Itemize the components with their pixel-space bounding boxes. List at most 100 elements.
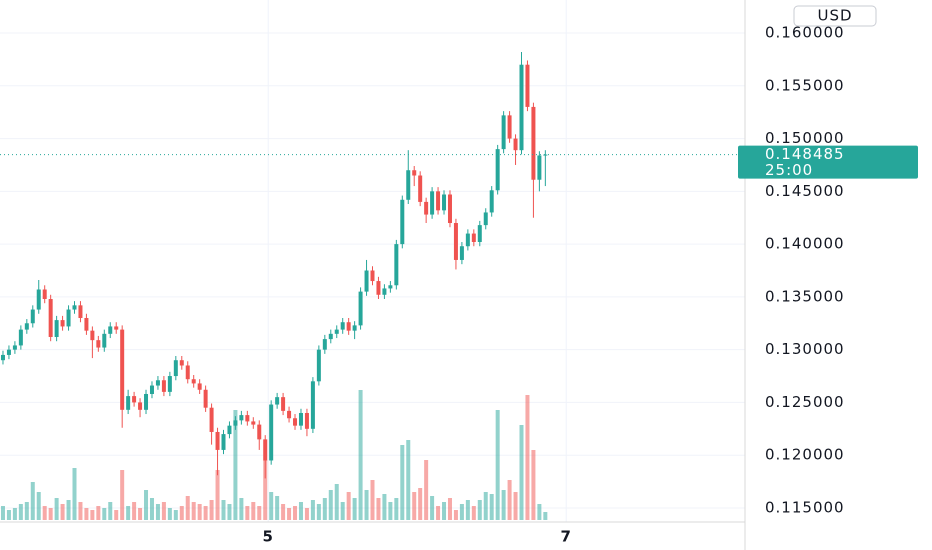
volume-bar	[406, 440, 411, 520]
volume-bar	[471, 506, 476, 520]
candle-body	[352, 325, 357, 331]
volume-bar	[287, 508, 292, 520]
y-tick-label: 0.130000	[765, 340, 845, 358]
candle-body	[293, 418, 298, 426]
volume-bar	[376, 498, 381, 520]
volume-bar	[0, 506, 5, 520]
candle-body	[24, 323, 29, 330]
candle-body	[179, 360, 184, 366]
candle-body	[263, 439, 268, 461]
candle-body	[519, 64, 524, 151]
volume-bar	[370, 480, 375, 520]
candle-body	[239, 415, 244, 421]
candle-body	[364, 270, 369, 292]
candle-body	[275, 397, 280, 405]
candle-body	[412, 170, 417, 176]
candle-body	[382, 288, 387, 295]
candle-body	[48, 298, 53, 337]
volume-bar	[436, 506, 441, 520]
candle-body	[346, 322, 351, 331]
candle-body	[197, 383, 202, 390]
volume-bar	[275, 496, 280, 520]
volume-bar	[120, 470, 125, 520]
candle-body	[537, 155, 542, 180]
candle-body	[78, 305, 83, 318]
volume-bar	[489, 494, 494, 520]
candle-body	[334, 329, 339, 334]
candle-body	[394, 244, 399, 286]
volume-bar	[400, 445, 405, 520]
volume-bar	[537, 504, 542, 520]
y-tick-label: 0.145000	[765, 182, 845, 200]
countdown-label: 25:00	[765, 161, 813, 179]
volume-bar	[6, 510, 11, 520]
candle-body	[72, 305, 77, 310]
volume-bar	[257, 506, 262, 520]
volume-bar	[215, 470, 220, 520]
volume-bar	[72, 468, 77, 520]
volume-bar	[507, 480, 512, 520]
volume-bar	[191, 502, 196, 520]
y-tick-label: 0.160000	[765, 24, 845, 42]
candle-body	[525, 64, 530, 107]
candle-body	[376, 281, 381, 295]
currency-label: USD	[817, 7, 852, 25]
candle-body	[388, 285, 393, 289]
candle-body	[531, 106, 536, 180]
volume-bar	[531, 450, 536, 520]
candle-body	[281, 397, 286, 411]
currency-button[interactable]	[793, 5, 877, 27]
volume-bar	[12, 508, 17, 520]
volume-bar	[203, 506, 208, 520]
candle-body	[477, 225, 482, 243]
volume-bar	[304, 508, 309, 520]
y-tick-label: 0.135000	[765, 287, 845, 305]
volume-bar	[114, 510, 119, 520]
volume-bar	[418, 488, 423, 520]
candle-body	[287, 410, 292, 419]
volume-bar	[138, 508, 143, 520]
candle-body	[233, 420, 238, 426]
candle-body	[185, 365, 190, 380]
volume-bar	[209, 500, 214, 520]
volume-bar	[173, 510, 178, 520]
candle-body	[245, 415, 250, 422]
candle-body	[203, 389, 208, 408]
volume-bar	[340, 502, 345, 520]
candle-body	[54, 320, 59, 337]
candle-body	[191, 379, 196, 384]
candle-body	[161, 380, 166, 392]
candle-body	[138, 402, 143, 410]
candle-body	[0, 354, 5, 361]
x-tick-label: 7	[560, 528, 571, 546]
candle-body	[370, 270, 375, 282]
volume-bar	[293, 506, 298, 520]
volume-bar	[424, 460, 429, 520]
candle-body	[84, 317, 89, 331]
volume-bar	[108, 502, 113, 520]
volume-bar	[328, 490, 333, 520]
volume-bar	[346, 492, 351, 520]
volume-bar	[149, 498, 154, 520]
volume-bar	[310, 500, 315, 520]
candle-body	[447, 194, 452, 224]
volume-bar	[465, 500, 470, 520]
volume-bar	[161, 502, 166, 520]
candle-body	[96, 340, 101, 348]
volume-bar	[90, 510, 95, 520]
candle-body	[132, 396, 137, 403]
candle-body	[400, 199, 405, 245]
volume-bar	[447, 498, 452, 520]
y-tick-label: 0.140000	[765, 235, 845, 253]
volume-bar	[36, 492, 41, 520]
candle-body	[298, 412, 303, 426]
last-price-label: 0.148485	[765, 145, 845, 163]
volume-bar	[525, 395, 530, 520]
volume-bar	[513, 492, 518, 520]
candle-body	[36, 289, 41, 310]
candle-body	[114, 326, 119, 330]
volume-bar	[155, 504, 160, 520]
volume-bar	[48, 508, 53, 520]
candle-body	[465, 233, 470, 247]
